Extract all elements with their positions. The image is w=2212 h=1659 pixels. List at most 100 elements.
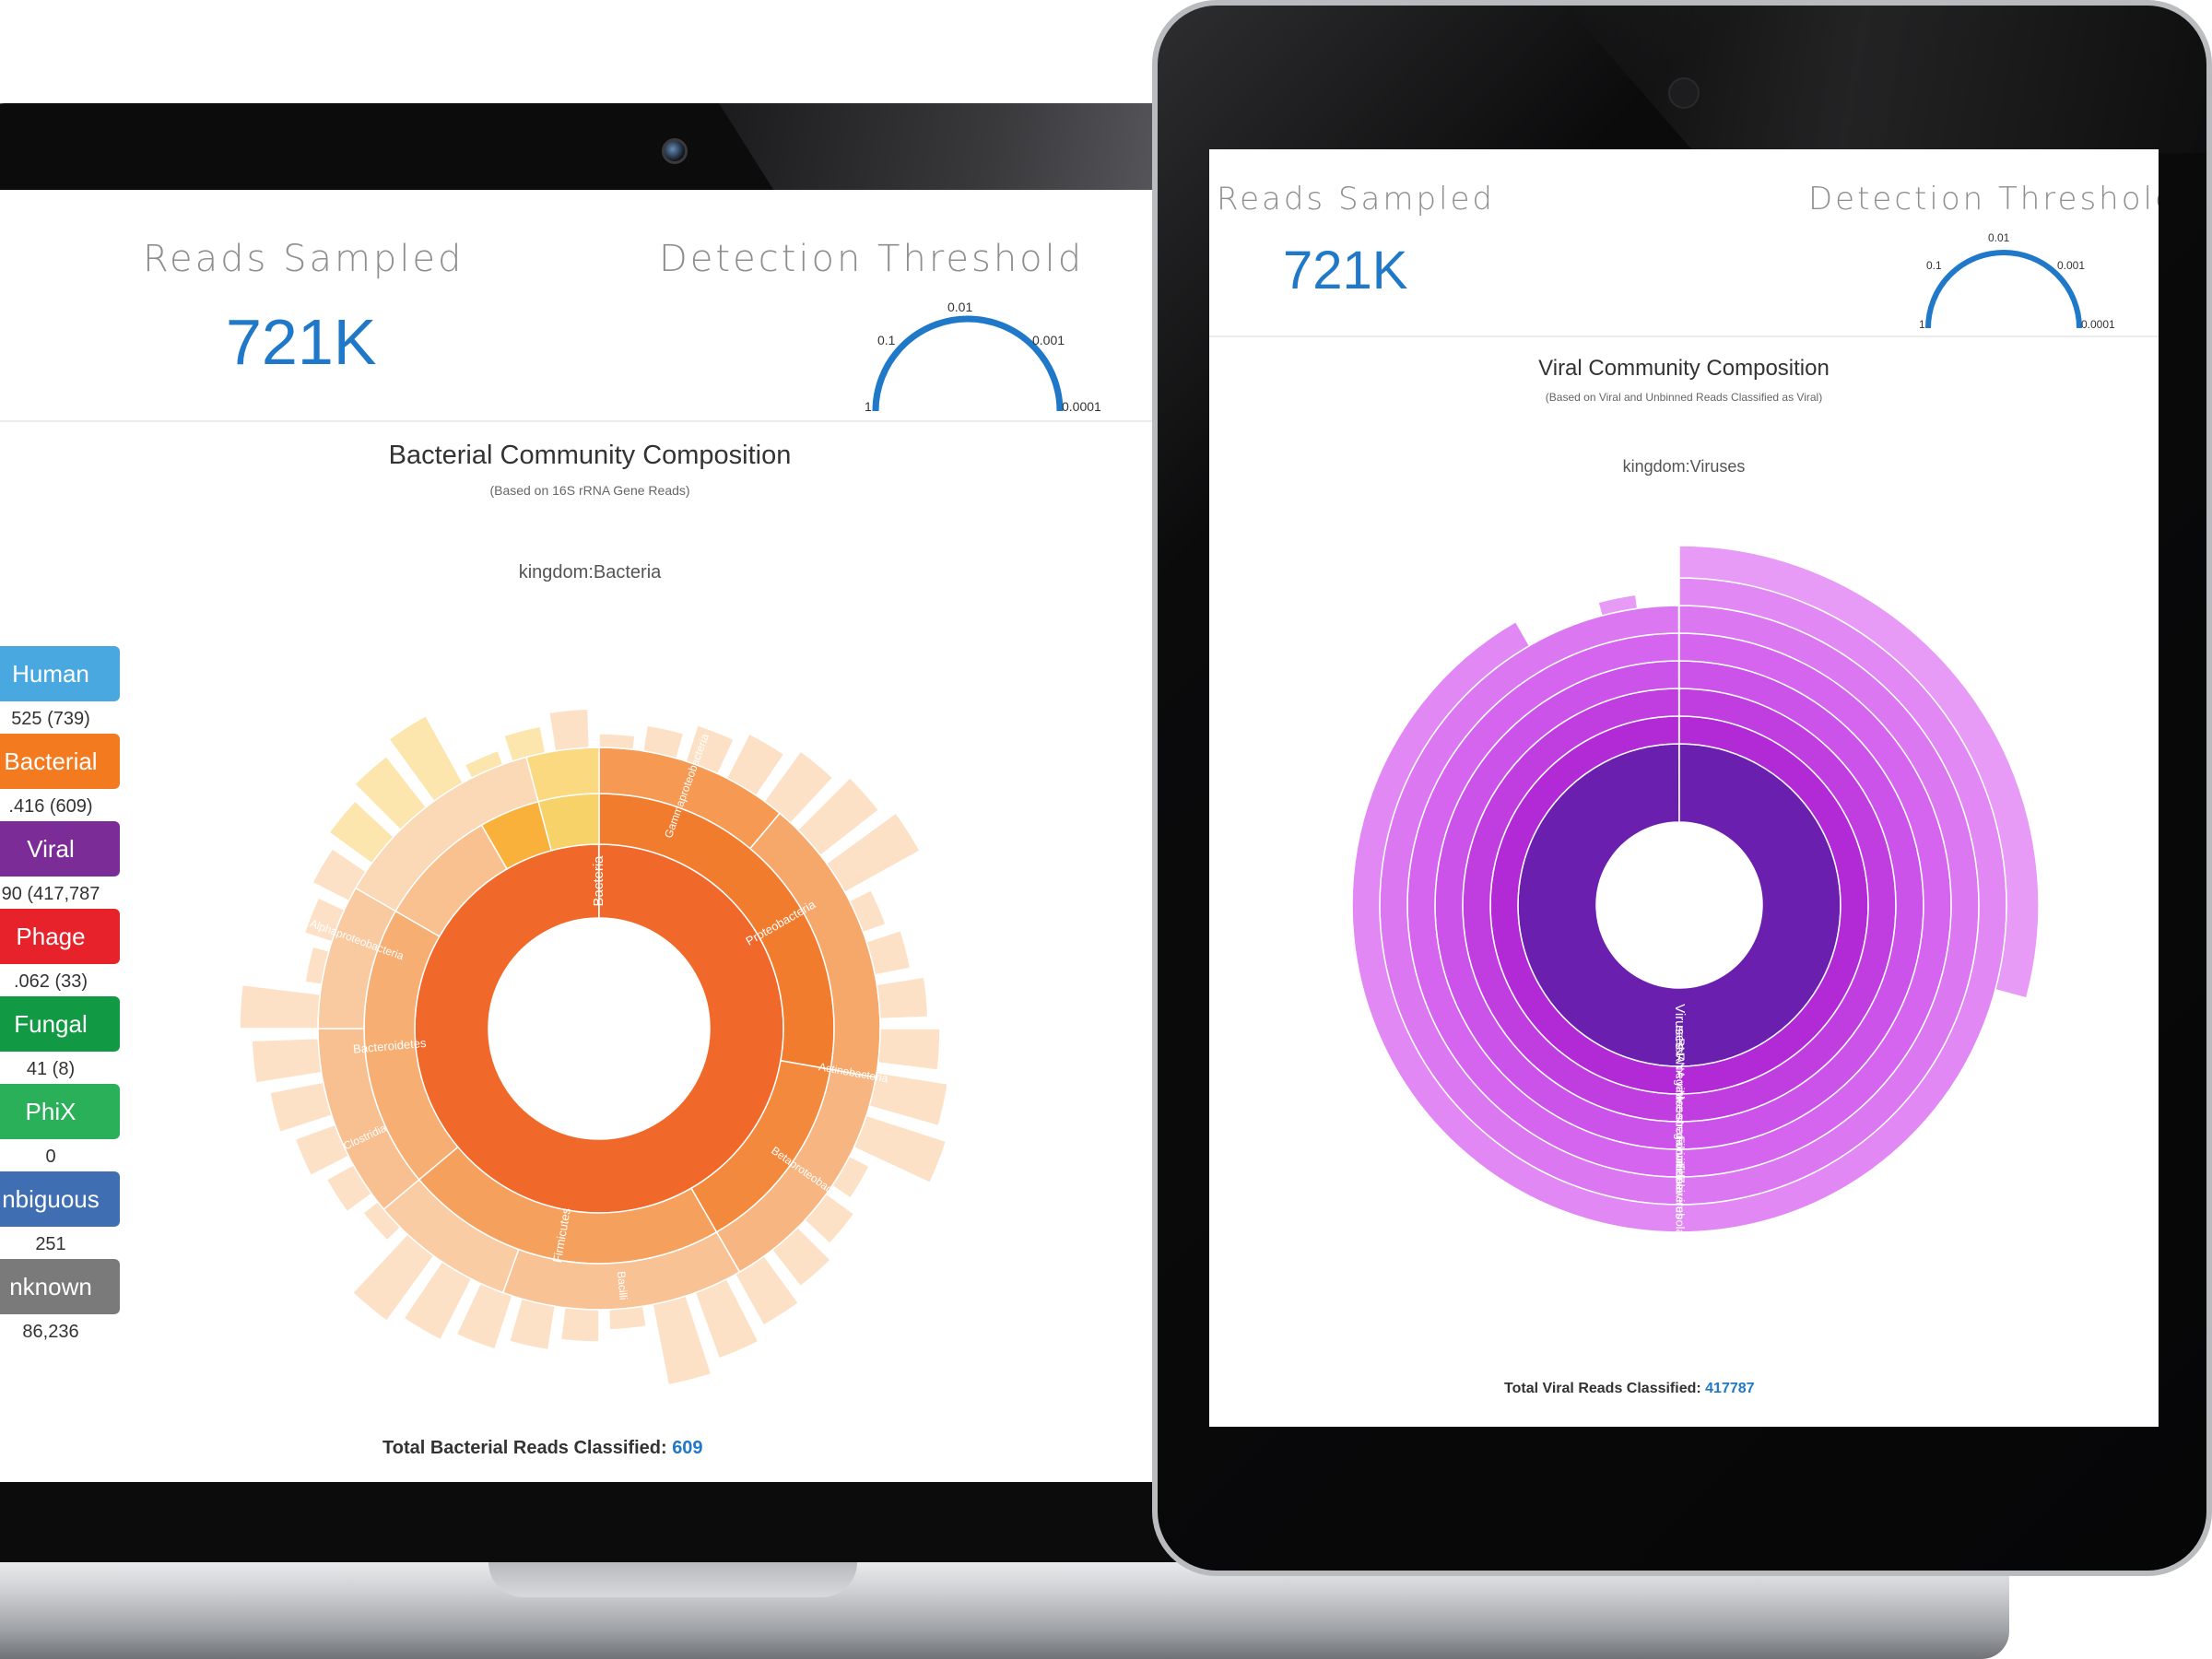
sunburst-segment[interactable] (830, 1155, 871, 1200)
sunburst-segment[interactable] (734, 1254, 800, 1326)
sunburst-segment[interactable] (763, 749, 834, 824)
detection-threshold-title: Detection Threshold (1808, 181, 2159, 218)
sunburst-segment[interactable] (328, 800, 394, 865)
sunburst-segment[interactable] (848, 888, 887, 934)
sunburst-label: ssRNA viruses (1674, 1041, 1688, 1120)
laptop-base (0, 1562, 2009, 1659)
sunburst-segment[interactable] (304, 946, 330, 986)
sunburst-segment[interactable] (455, 1282, 513, 1351)
legend-count: 41 (8) (26, 1059, 76, 1079)
legend-phage-button[interactable]: Phage (0, 909, 120, 964)
legend-bacterial-button[interactable]: Bacterial (0, 734, 120, 789)
sunburst-segment[interactable] (865, 929, 912, 976)
sunburst-segment[interactable] (361, 1200, 402, 1241)
sunburst-segment[interactable] (598, 733, 636, 751)
sunburst-label: Filoviridae (1674, 1135, 1688, 1190)
sunburst-segment[interactable] (725, 733, 785, 797)
legend-unknown-button[interactable]: nknown (0, 1259, 120, 1314)
sunburst-segment[interactable] (303, 897, 346, 943)
sunburst-segment[interactable] (353, 755, 428, 831)
sunburst-segment[interactable] (804, 1193, 855, 1245)
sunburst-segment[interactable] (268, 1081, 333, 1134)
category-legend: Human 525 (739) Bacterial .416 (609) Vir… (0, 646, 129, 1482)
sunburst-label: Bacilli (615, 1271, 630, 1300)
sunburst-segment[interactable] (876, 976, 929, 1020)
chart-title: Bacterial Community Composition (388, 441, 792, 470)
legend-label: PhiX (25, 1097, 76, 1125)
sunburst-segment[interactable] (868, 1071, 949, 1127)
camera-icon (662, 138, 688, 164)
reads-sampled-title: Reads Sampled (143, 238, 465, 280)
gauge-tick: 0.1 (1926, 259, 1942, 272)
sunburst-segment[interactable] (1597, 594, 1639, 617)
threshold-gauge[interactable]: 1 0.1 0.01 0.001 0.0001 (1891, 221, 2131, 341)
chart-subtitle: (Based on Viral and Unbinned Reads Class… (1545, 391, 1823, 404)
total-viral-reads: Total Viral Reads Classified: 417787 (1504, 1381, 1755, 1397)
sunburst-segment[interactable] (694, 1277, 759, 1359)
reads-sampled-value: 721K (226, 306, 377, 378)
chart-breadcrumb[interactable]: kingdom:Bacteria (518, 562, 662, 582)
legend-count: 251 (35, 1234, 66, 1254)
sunburst-segment[interactable] (325, 1163, 373, 1213)
camera-icon (1668, 77, 1700, 109)
sunburst-segment[interactable] (251, 1037, 323, 1084)
chart-title: Viral Community Composition (1538, 356, 1830, 381)
legend-phix-button[interactable]: PhiX (0, 1084, 120, 1139)
sunburst-segment[interactable] (685, 724, 735, 775)
sunburst-segment[interactable] (508, 1298, 557, 1351)
sunburst-segment[interactable] (403, 1260, 473, 1341)
sunburst-segment[interactable] (312, 847, 368, 902)
sunburst-label: Bacteroidetes (353, 1036, 428, 1056)
sunburst-segment[interactable] (351, 1233, 435, 1323)
header-divider (1209, 335, 2159, 337)
reads-sampled-title: Reads Sampled (1217, 181, 1496, 218)
total-label: Total Bacterial Reads Classified: (382, 1438, 667, 1458)
laptop-notch (488, 1562, 857, 1597)
tablet-dashboard: Reads Sampled 721K Detection Threshold 1… (1209, 149, 2159, 1427)
sunburst-segment[interactable] (239, 983, 322, 1030)
sunburst-segment[interactable] (641, 724, 685, 759)
sunburst-segment[interactable] (652, 1295, 712, 1386)
sunburst-segment[interactable] (464, 749, 504, 780)
legend-count: 0 (45, 1147, 56, 1167)
sunburst-segment[interactable] (547, 708, 591, 752)
legend-count: 90 (417,787 (1, 884, 100, 904)
legend-label: nbiguous (2, 1184, 100, 1213)
bacterial-sunburst-chart[interactable]: BacteriaProteobacteriaFirmicutesBacteroi… (203, 632, 995, 1425)
legend-fungal-button[interactable]: Fungal (0, 996, 120, 1052)
total-label: Total Viral Reads Classified: (1504, 1381, 1701, 1396)
gauge-tick: 0.01 (1988, 231, 2010, 244)
sunburst-segment[interactable] (525, 747, 600, 803)
legend-count: .416 (609) (8, 796, 93, 817)
sunburst-segment[interactable] (1351, 577, 2007, 1233)
total-value: 417787 (1705, 1381, 1755, 1396)
total-value: 609 (672, 1438, 703, 1458)
sunburst-segment[interactable] (294, 1124, 350, 1177)
laptop-dashboard: Reads Sampled 721K Detection Threshold 1… (0, 190, 1171, 1482)
sunburst-label: Zaire ebolavirus (1674, 1176, 1688, 1262)
sunburst-segment[interactable] (796, 776, 880, 857)
legend-label: Human (12, 659, 89, 688)
chart-breadcrumb[interactable]: kingdom:Viruses (1622, 457, 1746, 476)
legend-ambiguous-button[interactable]: nbiguous (0, 1171, 120, 1227)
reads-sampled-value: 721K (1283, 241, 1408, 300)
sunburst-segment[interactable] (559, 1306, 600, 1343)
sunburst-segment[interactable] (877, 1028, 941, 1071)
sunburst-segment[interactable] (387, 714, 465, 803)
sunburst-segment[interactable] (853, 1114, 947, 1184)
legend-viral-button[interactable]: Viral (0, 821, 120, 877)
sunburst-segment[interactable] (607, 1305, 648, 1331)
gauge-arc (872, 315, 1064, 412)
legend-label: Bacterial (4, 747, 98, 775)
legend-label: Fungal (14, 1009, 88, 1038)
legend-human-button[interactable]: Human (0, 646, 120, 701)
sunburst-segment[interactable] (771, 1226, 832, 1288)
sunburst-segment[interactable] (1678, 545, 2040, 999)
gauge-tick: 1 (865, 399, 872, 414)
legend-label: Viral (27, 834, 75, 863)
sunburst-segment[interactable] (825, 812, 922, 894)
legend-label: Phage (16, 922, 86, 950)
threshold-gauge[interactable]: 1 0.1 0.01 0.001 0.0001 (848, 291, 1106, 420)
sunburst-segment[interactable] (502, 725, 547, 762)
